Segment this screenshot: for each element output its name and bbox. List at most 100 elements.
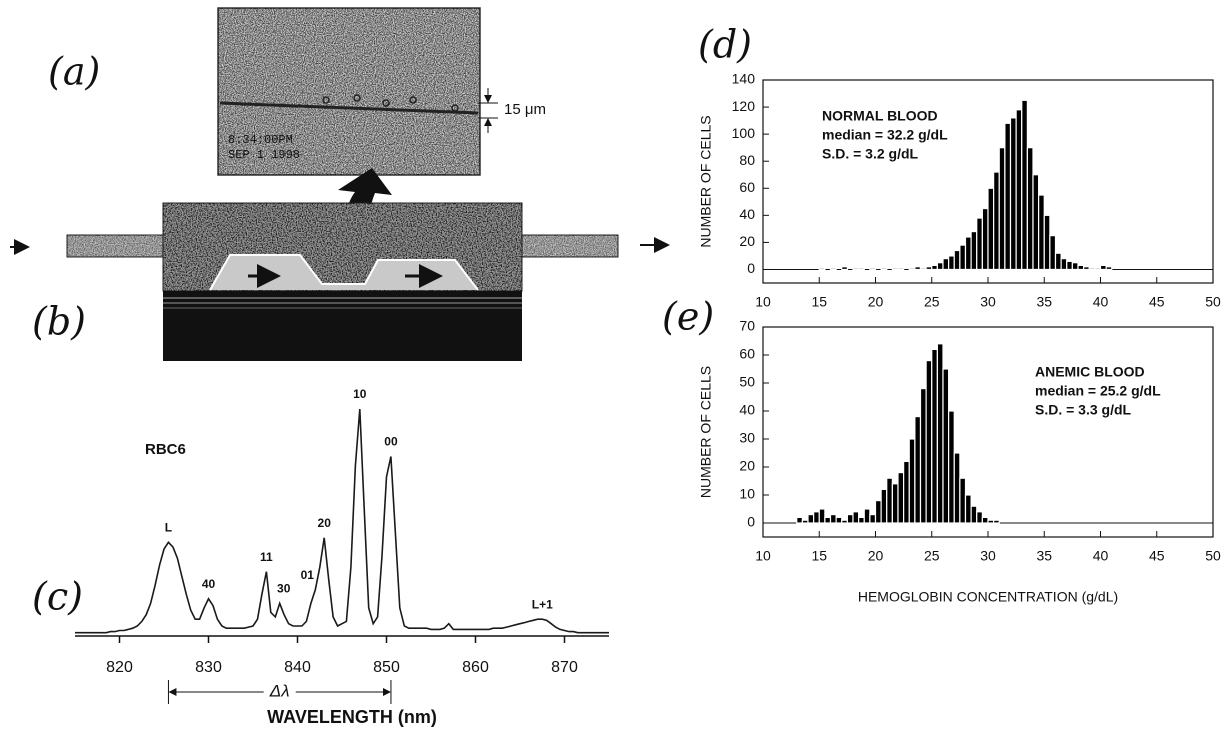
y-tick-label: 60 xyxy=(739,179,755,195)
peak-label: 01 xyxy=(301,568,315,582)
x-tick-label: 25 xyxy=(924,548,940,564)
bar xyxy=(908,438,916,524)
bar xyxy=(1032,174,1040,271)
bar xyxy=(908,267,916,271)
bar xyxy=(942,368,950,524)
bar xyxy=(987,519,995,524)
peak-label: 11 xyxy=(260,550,273,564)
y-axis-label: NUMBER OF CELLS xyxy=(698,366,714,498)
bar xyxy=(796,516,803,524)
x-tick-label: 870 xyxy=(551,659,578,676)
y-tick-label: 40 xyxy=(739,206,755,222)
bar xyxy=(818,267,826,271)
y-tick-label: 70 xyxy=(739,318,755,334)
bar xyxy=(1004,122,1012,271)
bar xyxy=(936,343,944,524)
bar xyxy=(846,513,854,524)
bar xyxy=(936,262,944,271)
peak-label: L xyxy=(165,521,172,535)
bar xyxy=(964,494,972,524)
x-axis-label: HEMOGLOBIN CONCENTRATION (g/dL) xyxy=(858,589,1118,605)
bar xyxy=(953,452,961,524)
x-tick-label: 850 xyxy=(373,659,400,676)
bar xyxy=(835,516,843,524)
bar xyxy=(1054,252,1062,271)
x-tick-label: 45 xyxy=(1149,548,1165,564)
bar xyxy=(987,187,995,271)
bar xyxy=(1066,260,1073,271)
bar xyxy=(1009,117,1017,271)
peak-label: 10 xyxy=(353,387,367,401)
annotation: median = 32.2 g/dL xyxy=(822,127,948,143)
bar xyxy=(829,267,837,271)
y-axis-label: NUMBER OF CELLS xyxy=(698,115,714,247)
bar xyxy=(981,516,989,524)
annotation: S.D. = 3.2 g/dL xyxy=(822,146,919,162)
x-tick-label: 10 xyxy=(755,294,771,310)
bar xyxy=(1015,109,1023,271)
bar xyxy=(1060,258,1068,271)
y-tick-label: 140 xyxy=(732,71,756,87)
bar xyxy=(919,388,927,524)
bar xyxy=(824,516,832,524)
bar xyxy=(1105,266,1113,271)
bar xyxy=(897,267,905,271)
y-tick-label: 50 xyxy=(739,374,755,390)
bar xyxy=(919,267,927,271)
bar xyxy=(807,513,815,524)
bar xyxy=(897,472,905,524)
x-tick-label: 50 xyxy=(1205,548,1221,564)
timestamp: 8:34:00PM xyxy=(228,133,293,147)
micrograph: 8:34:00PM SEP 1 1998 xyxy=(217,7,481,176)
x-tick-label: 20 xyxy=(868,294,884,310)
peak-label: 00 xyxy=(384,435,398,449)
x-tick-label: 30 xyxy=(980,548,996,564)
x-tick-label: 15 xyxy=(811,294,827,310)
peak-label: L+1 xyxy=(532,597,553,611)
panel-label: (c) xyxy=(32,575,83,619)
bar xyxy=(925,266,933,271)
bar xyxy=(852,511,860,524)
annotation: median = 25.2 g/dL xyxy=(1035,383,1161,399)
x-tick-label: 50 xyxy=(1205,294,1221,310)
y-tick-label: 80 xyxy=(739,152,755,168)
y-tick-label: 0 xyxy=(747,514,755,530)
bar xyxy=(1071,262,1079,271)
x-tick-label: 40 xyxy=(1093,548,1109,564)
bar xyxy=(914,416,922,524)
bar xyxy=(903,460,910,524)
bar xyxy=(813,511,820,524)
x-tick-label: 840 xyxy=(284,659,311,676)
bar xyxy=(829,513,837,524)
x-tick-label: 860 xyxy=(462,659,489,676)
bar xyxy=(959,477,967,524)
bar xyxy=(874,500,882,524)
x-tick-label: 30 xyxy=(980,294,996,310)
device xyxy=(10,202,670,361)
bar xyxy=(953,249,961,271)
bar xyxy=(1049,235,1057,271)
bar xyxy=(880,488,888,524)
panel-label: (a) xyxy=(48,50,100,94)
bar xyxy=(993,519,1000,524)
x-tick-label: 10 xyxy=(755,548,771,564)
bar xyxy=(1038,194,1045,271)
bar xyxy=(1094,267,1102,271)
spectrum-line xyxy=(75,408,609,634)
y-tick-label: 30 xyxy=(739,430,755,446)
x-tick-label: 25 xyxy=(924,294,940,310)
delta-label: Δλ xyxy=(269,681,290,700)
y-tick-label: 60 xyxy=(739,346,755,362)
scale-bar xyxy=(478,88,498,133)
bar xyxy=(1083,266,1090,271)
bar xyxy=(942,258,950,271)
bar xyxy=(931,348,938,524)
bar xyxy=(948,255,955,271)
bar xyxy=(1043,214,1051,271)
x-tick-label: 40 xyxy=(1093,294,1109,310)
annotation: ANEMIC BLOOD xyxy=(1035,364,1145,380)
bar xyxy=(801,519,809,524)
bar xyxy=(931,264,938,271)
bar xyxy=(1026,147,1034,271)
